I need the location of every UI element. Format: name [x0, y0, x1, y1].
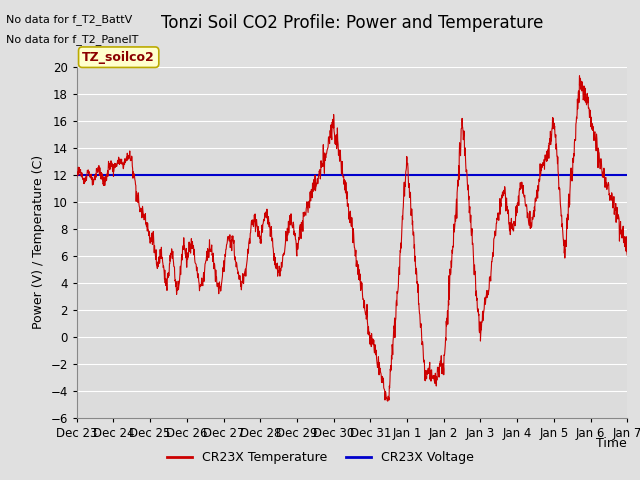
Text: TZ_soilco2: TZ_soilco2: [83, 51, 155, 64]
Y-axis label: Power (V) / Temperature (C): Power (V) / Temperature (C): [32, 156, 45, 329]
Text: No data for f_T2_PanelT: No data for f_T2_PanelT: [6, 34, 139, 45]
Legend: CR23X Temperature, CR23X Voltage: CR23X Temperature, CR23X Voltage: [161, 446, 479, 469]
Text: No data for f_T2_BattV: No data for f_T2_BattV: [6, 14, 132, 25]
Text: Tonzi Soil CO2 Profile: Power and Temperature: Tonzi Soil CO2 Profile: Power and Temper…: [161, 14, 543, 33]
Text: Time: Time: [596, 437, 627, 450]
